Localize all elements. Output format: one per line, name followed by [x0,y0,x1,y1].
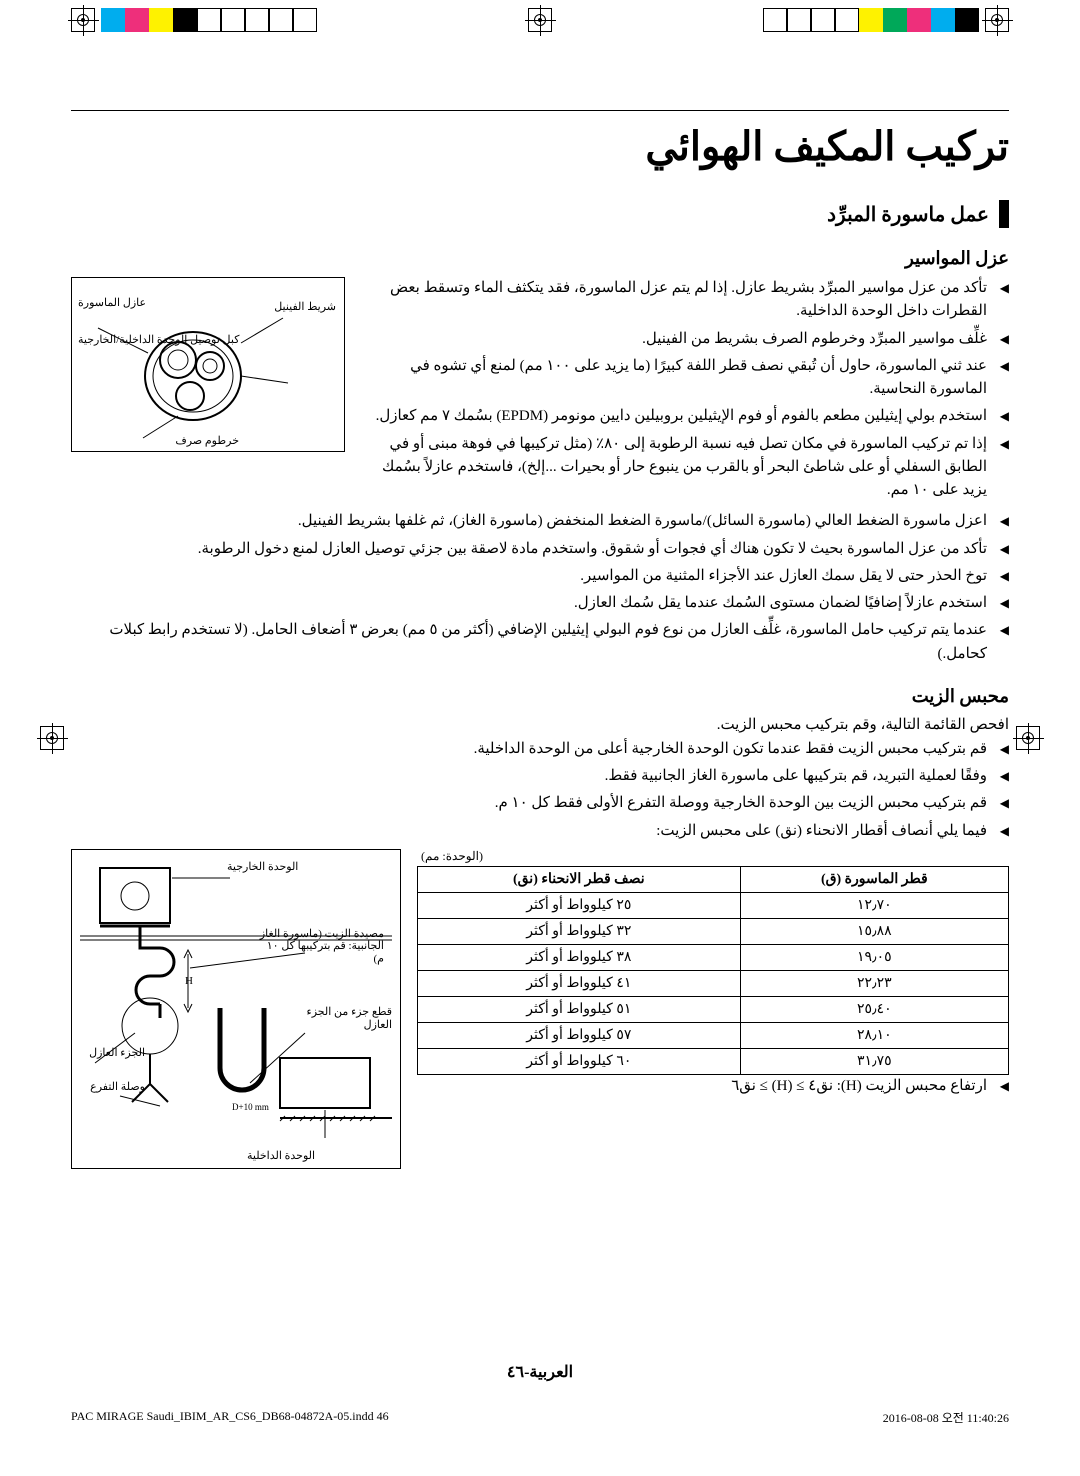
table-cell: ١٢٫٧٠ [740,892,1008,918]
list-item: استخدم بولي إيثيلين مطعم بالفوم أو فوم ا… [361,405,1009,428]
list-item: فيما يلي أنصاف أقطار الانحناء (نق) على م… [71,820,1009,843]
rule-top [71,110,1009,111]
list-item: تأكد من عزل مواسير المبرِّد بشريط عازل. … [361,277,1009,324]
bullet-list: ارتفاع محبس الزيت (H): نق٤ ≥ (H) ≥ نق٦ [417,1075,1009,1098]
heading-bar-icon [999,200,1009,228]
table-row: ٣١٫٧٥٦٠ كيلوواط أو أكثر [418,1048,1009,1074]
section-heading-text: عمل ماسورة المبرِّد [827,202,989,227]
color-bar-right [763,8,979,32]
bullet-list: تأكد من عزل مواسير المبرِّد بشريط عازل. … [361,277,1009,502]
table-cell: ٢٢٫٢٣ [740,970,1008,996]
table-unit: (الوحدة: مم) [421,849,1009,864]
table-row: ١٢٫٧٠٢٥ كيلوواط أو أكثر [418,892,1009,918]
sub-heading: محبس الزيت [71,686,1009,707]
fig-label: شريط الفينيل [274,300,336,313]
figure-pipe-bundle: عازل الماسورة كبل توصيل الوحدة الداخلية/… [71,277,345,452]
reg-mark [71,8,95,32]
reg-mark-side [1016,726,1040,750]
table-row: ١٥٫٨٨٣٢ كيلوواط أو أكثر [418,918,1009,944]
svg-text:D+10 mm: D+10 mm [232,1102,269,1112]
sub-heading: عزل المواسير [71,248,1009,269]
fig-label: الوحدة الداخلية [247,1149,315,1162]
table-cell: ٣٨ كيلوواط أو أكثر [418,944,741,970]
spec-table: قطر الماسورة (ق) نصف قطر الانحناء (نق) ١… [417,866,1009,1075]
bullet-list: اعزل ماسورة الضغط العالي (ماسورة السائل)… [71,510,1009,666]
page-body: تركيب المكيف الهوائي عمل ماسورة المبرِّد… [71,70,1009,1406]
fig-label: عازل الماسورة [78,296,146,309]
table-row: ١٩٫٠٥٣٨ كيلوواط أو أكثر [418,944,1009,970]
printer-footer: PAC MIRAGE Saudi_IBIM_AR_CS6_DB68-04872A… [71,1409,1009,1426]
fig-label: مصيدة الزيت (ماسورة الغاز الجانبية: قم ب… [254,928,384,966]
reg-mark-side [40,726,64,750]
list-item: اعزل ماسورة الضغط العالي (ماسورة السائل)… [71,510,1009,533]
reg-mark [985,8,1009,32]
svg-text:H: H [185,975,193,987]
footer-stamp: 2016-08-08 오전 11:40:26 [883,1409,1009,1426]
table-cell: ٣١٫٧٥ [740,1048,1008,1074]
reg-mark [528,8,552,32]
fig-label: وصلة التفرع [90,1080,145,1093]
table-cell: ١٥٫٨٨ [740,918,1008,944]
print-registration-bar [71,8,1009,32]
fig-label: الوحدة الخارجية [227,860,298,873]
fig-label: الجزء العازل [89,1046,145,1059]
intro-text: افحص القائمة التالية، وقم بتركيب محبس ال… [71,715,1009,734]
list-item: توخ الحذر حتى لا يقل سمك العازل عند الأج… [71,565,1009,588]
list-item: استخدم عازلاً إضافيًا لضمان مستوى السُمك… [71,592,1009,615]
footer-file: PAC MIRAGE Saudi_IBIM_AR_CS6_DB68-04872A… [71,1409,389,1426]
list-item: قم بتركيب محبس الزيت بين الوحدة الخارجية… [71,792,1009,815]
table-cell: ٢٥٫٤٠ [740,996,1008,1022]
table-cell: ٤١ كيلوواط أو أكثر [418,970,741,996]
color-bar-left [101,8,317,32]
page-title: تركيب المكيف الهوائي [71,123,1009,170]
list-item: وفقًا لعملية التبريد، قم بتركيبها على ما… [71,765,1009,788]
table-cell: ٢٥ كيلوواط أو أكثر [418,892,741,918]
list-item: قم بتركيب محبس الزيت فقط عندما تكون الوح… [71,738,1009,761]
table-cell: ٢٨٫١٠ [740,1022,1008,1048]
page-number: العربية-٤٦ [71,1362,1009,1382]
table-row: ٢٥٫٤٠٥١ كيلوواط أو أكثر [418,996,1009,1022]
table-cell: ٥٧ كيلوواط أو أكثر [418,1022,741,1048]
list-item: عند ثني الماسورة، حاول أن تُبقي نصف قطر … [361,355,1009,402]
table-header: قطر الماسورة (ق) [740,866,1008,892]
fig-label: كبل توصيل الوحدة الداخلية/الخارجية [78,333,239,346]
bullet-list: قم بتركيب محبس الزيت فقط عندما تكون الوح… [71,738,1009,843]
table-cell: ١٩٫٠٥ [740,944,1008,970]
table-row: ٢٢٫٢٣٤١ كيلوواط أو أكثر [418,970,1009,996]
table-row: ٢٨٫١٠٥٧ كيلوواط أو أكثر [418,1022,1009,1048]
fig-label: قطع جزء من الجزء العازل [282,1005,392,1031]
table-cell: ٣٢ كيلوواط أو أكثر [418,918,741,944]
list-item: ارتفاع محبس الزيت (H): نق٤ ≥ (H) ≥ نق٦ [417,1075,1009,1098]
list-item: عندما يتم تركيب حامل الماسورة، غلِّف الع… [71,619,1009,666]
list-item: تأكد من عزل الماسورة بحيث لا تكون هناك أ… [71,538,1009,561]
figure-oil-trap: H D+10 mm [71,849,401,1169]
fig-label: خرطوم صرف [175,434,239,447]
table-header: نصف قطر الانحناء (نق) [418,866,741,892]
section-heading: عمل ماسورة المبرِّد [71,200,1009,228]
list-item: غلِّف مواسير المبرِّد وخرطوم الصرف بشريط… [361,328,1009,351]
list-item: إذا تم تركيب الماسورة في مكان تصل فيه نس… [361,433,1009,503]
table-cell: ٥١ كيلوواط أو أكثر [418,996,741,1022]
table-cell: ٦٠ كيلوواط أو أكثر [418,1048,741,1074]
